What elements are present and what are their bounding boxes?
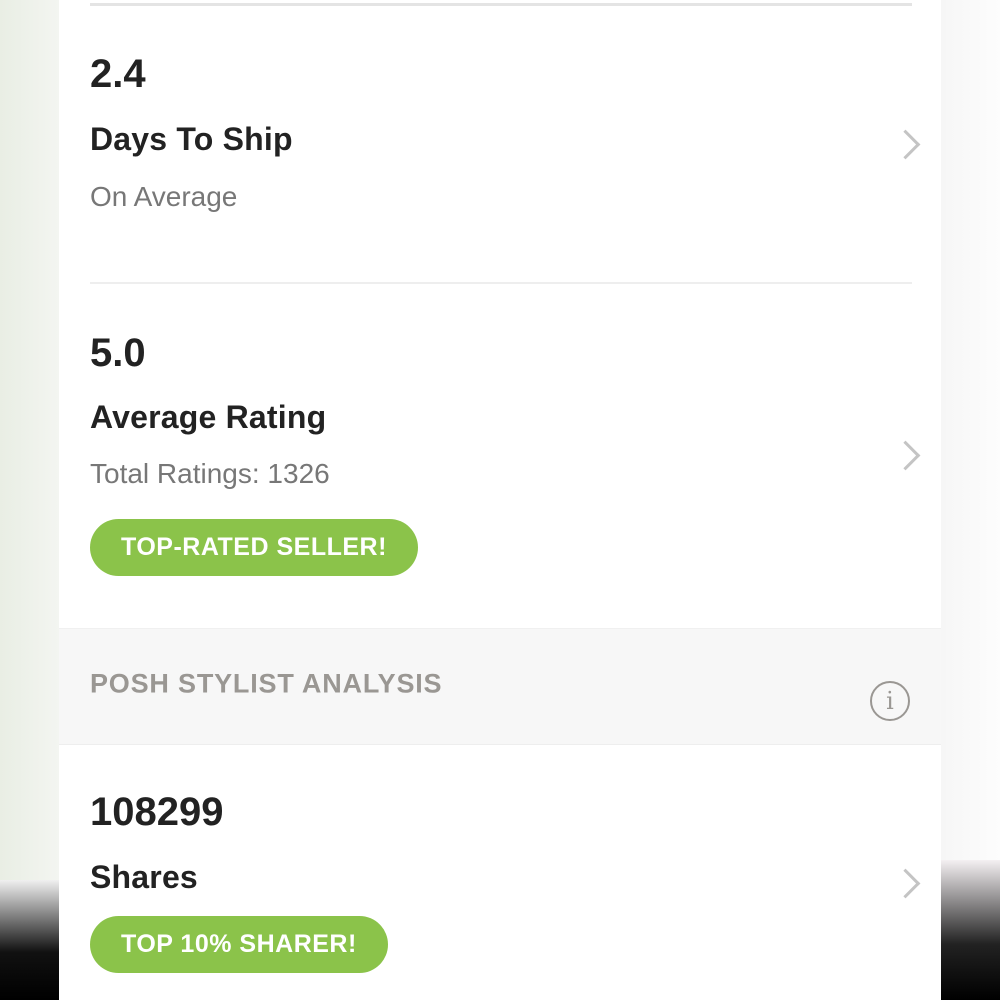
days-to-ship-title: Days To Ship	[90, 121, 293, 157]
section-title: POSH STYLIST ANALYSIS	[90, 668, 443, 699]
posh-stylist-analysis-header: POSH STYLIST ANALYSIS i	[59, 628, 941, 745]
top-rated-seller-badge: TOP-RATED SELLER!	[90, 519, 418, 576]
background-blur-right	[941, 860, 1000, 1000]
chevron-right-icon[interactable]	[890, 440, 921, 471]
top-sharer-badge: TOP 10% SHARER!	[90, 916, 388, 973]
background-blur-left	[0, 880, 59, 1000]
average-rating-title: Average Rating	[90, 399, 327, 435]
top-divider	[90, 3, 912, 6]
stats-panel: 2.4 Days To Ship On Average 5.0 Average …	[59, 0, 941, 1000]
divider	[90, 282, 912, 284]
total-ratings: Total Ratings: 1326	[90, 458, 330, 489]
info-icon[interactable]: i	[870, 681, 910, 721]
average-rating-value: 5.0	[90, 331, 146, 375]
shares-title: Shares	[90, 859, 198, 895]
chevron-right-icon[interactable]	[890, 129, 921, 160]
days-to-ship-subtitle: On Average	[90, 181, 238, 212]
days-to-ship-value: 2.4	[90, 52, 146, 96]
shares-value: 108299	[90, 790, 224, 834]
chevron-right-icon[interactable]	[890, 868, 921, 899]
